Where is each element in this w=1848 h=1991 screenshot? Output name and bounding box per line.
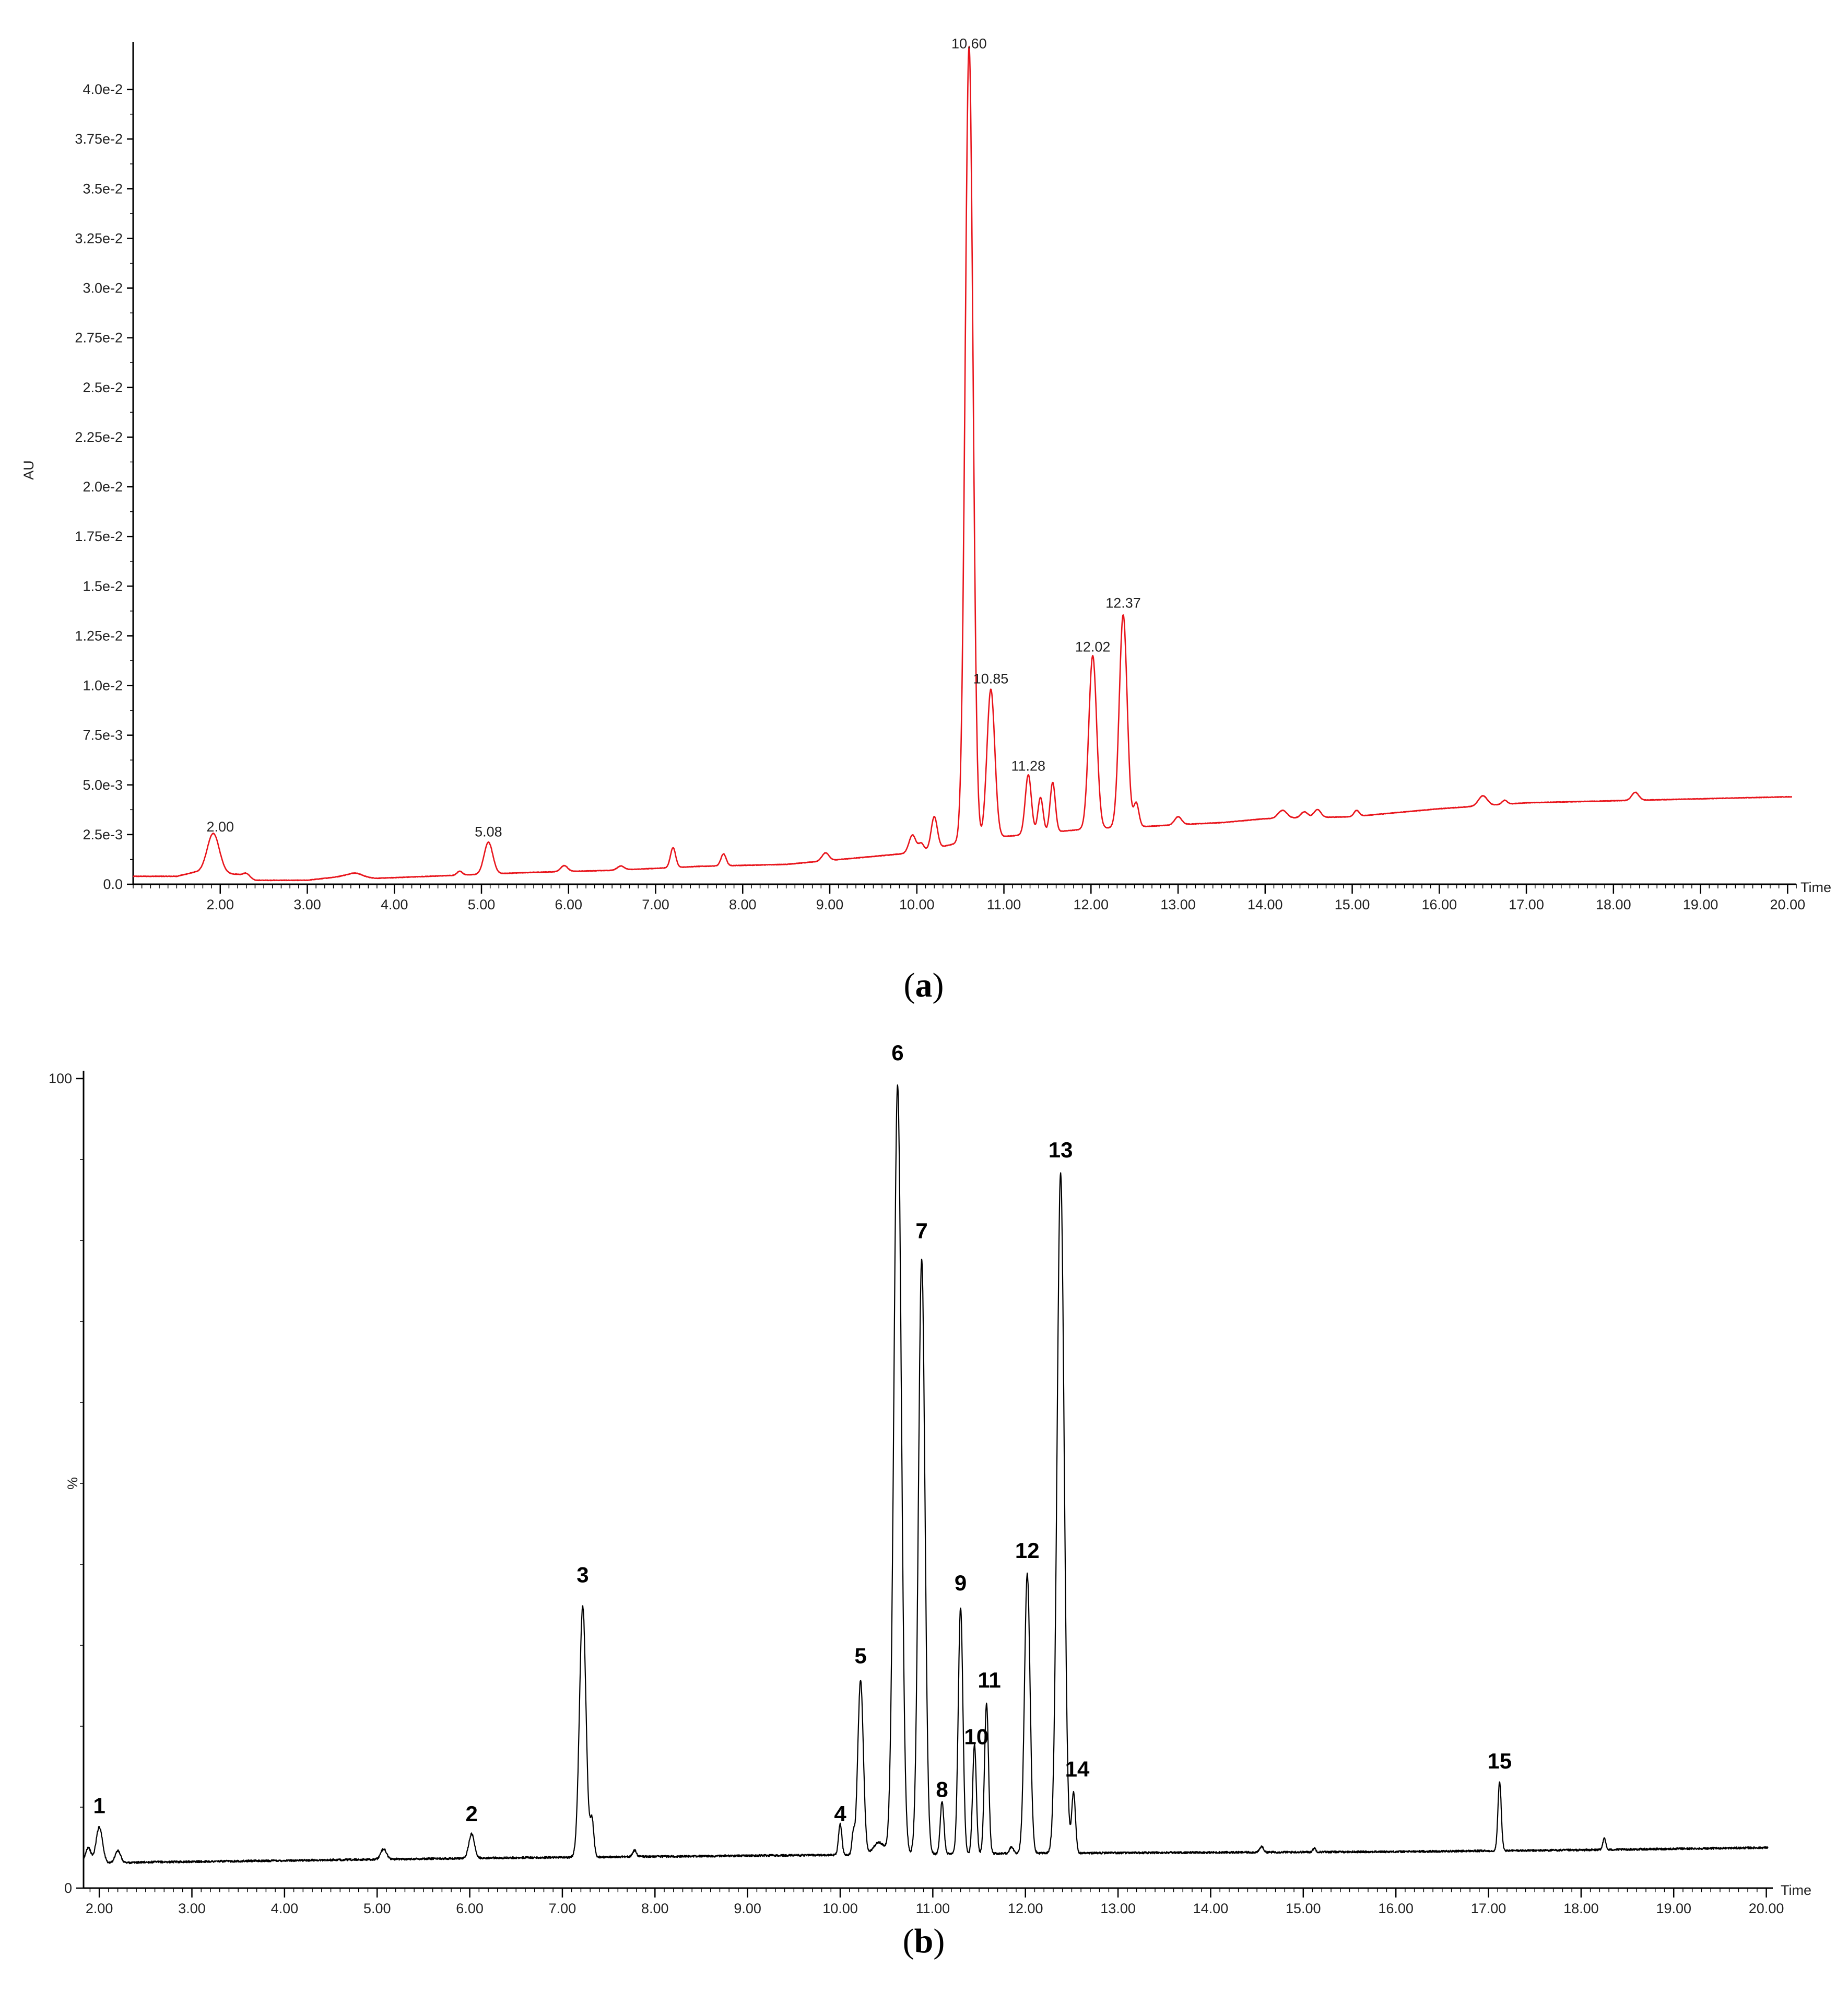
- chromatogram-trace: [133, 45, 1793, 882]
- panel-a-ticks: 2.00 3.00 4.00 5.00 6.00 7.00 8.00 9.00 10.00 11.…: [75, 42, 1805, 912]
- x-tick-label: 8.00: [729, 897, 757, 912]
- x-tick-label: 18.00: [1563, 1901, 1599, 1916]
- panel-a: 2.00 3.00 4.00 5.00 6.00 7.00 8.00 9.00 10.00 11.…: [21, 36, 1831, 1004]
- peak-label: 12: [1015, 1538, 1040, 1563]
- x-tick-label: 20.00: [1770, 897, 1806, 912]
- x-tick-label: 4.00: [271, 1901, 299, 1916]
- panel-a-caption: (a): [904, 966, 944, 1004]
- x-tick-label: 15.00: [1286, 1901, 1321, 1916]
- x-tick-label: 9.00: [816, 897, 844, 912]
- y-tick-label: 1.75e-2: [75, 529, 123, 544]
- y-tick-label: 2.0e-2: [83, 479, 123, 495]
- peak-label: 9: [955, 1571, 967, 1595]
- y-tick-label: 1.0e-2: [83, 678, 123, 694]
- y-tick-label: 4.0e-2: [83, 81, 123, 97]
- peak-label: 11: [978, 1668, 1000, 1692]
- y-tick-label: 1.25e-2: [75, 628, 123, 643]
- x-tick-label: 13.00: [1160, 897, 1196, 912]
- y-tick-label: 3.0e-2: [83, 280, 123, 296]
- x-tick-label: 17.00: [1471, 1901, 1506, 1916]
- x-tick-label: 3.00: [293, 897, 321, 912]
- y-tick-label: 5.0e-3: [83, 777, 123, 793]
- x-tick-label: 3.00: [178, 1901, 206, 1916]
- x-tick-label: 4.00: [381, 897, 408, 912]
- x-tick-label: 12.00: [1008, 1901, 1043, 1916]
- peak-label: 6: [891, 1040, 903, 1065]
- x-tick-label: 18.00: [1596, 897, 1631, 912]
- x-tick-label: 11.00: [916, 1901, 950, 1916]
- peak-label: 15: [1487, 1749, 1512, 1773]
- peak-label: 13: [1049, 1138, 1073, 1162]
- x-tick-label: 6.00: [555, 897, 582, 912]
- panel-a-trace: [133, 45, 1793, 882]
- peak-label: 10.60: [951, 36, 987, 52]
- panel-a-peak-labels: 2.00 5.08 10.60 10.85 11.28 12.02 12.37: [206, 36, 1140, 840]
- x-tick-label: 5.00: [363, 1901, 391, 1916]
- x-tick-label: 7.00: [642, 897, 669, 912]
- y-tick-label: 2.5e-2: [83, 380, 123, 395]
- y-tick-label: 0: [64, 1880, 72, 1896]
- peak-label: 5: [854, 1644, 866, 1668]
- panel-b: 2.00 3.00 4.00 5.00 6.00 7.00 8.00 9.00 10.00 11.…: [49, 1040, 1811, 1960]
- panel-a-ylabel: AU: [21, 460, 37, 480]
- peak-label: 7: [915, 1219, 927, 1243]
- peak-label: 12.37: [1105, 595, 1141, 611]
- peak-label: 10: [964, 1725, 988, 1749]
- x-tick-label: 10.00: [822, 1901, 858, 1916]
- panel-b-xlabel: Time: [1781, 1882, 1811, 1898]
- peak-label: 10.85: [973, 671, 1009, 686]
- x-tick-label: 7.00: [549, 1901, 576, 1916]
- panel-a-caption-letter: a: [915, 966, 933, 1004]
- y-tick-label: 3.25e-2: [75, 230, 123, 246]
- x-tick-label: 14.00: [1247, 897, 1283, 912]
- y-tick-label: 7.5e-3: [83, 728, 123, 743]
- chromatogram-trace: [83, 1084, 1769, 1865]
- panel-a-xlabel: Time: [1800, 880, 1831, 895]
- x-tick-label: 13.00: [1100, 1901, 1136, 1916]
- peak-label: 2: [465, 1801, 477, 1826]
- y-tick-label: 100: [49, 1071, 72, 1086]
- peak-label: 4: [834, 1801, 846, 1826]
- panel-b-trace: [83, 1084, 1769, 1865]
- peak-label: 5.08: [475, 824, 502, 839]
- x-tick-label: 19.00: [1683, 897, 1718, 912]
- x-tick-label: 15.00: [1335, 897, 1370, 912]
- x-tick-label: 2.00: [206, 897, 234, 912]
- panel-b-ticks: 2.00 3.00 4.00 5.00 6.00 7.00 8.00 9.00 10.00 11.…: [49, 1071, 1784, 1916]
- peak-label: 2.00: [206, 819, 234, 835]
- y-tick-label: 0.0: [103, 876, 123, 892]
- peak-label: 12.02: [1075, 639, 1111, 654]
- x-tick-label: 19.00: [1656, 1901, 1691, 1916]
- y-tick-label: 1.5e-2: [83, 578, 123, 594]
- x-tick-label: 20.00: [1749, 1901, 1784, 1916]
- y-tick-label: 2.5e-3: [83, 827, 123, 842]
- x-tick-label: 9.00: [734, 1901, 761, 1916]
- y-tick-label: 2.25e-2: [75, 429, 123, 445]
- x-tick-label: 14.00: [1193, 1901, 1229, 1916]
- x-tick-label: 6.00: [456, 1901, 484, 1916]
- x-tick-label: 10.00: [899, 897, 935, 912]
- x-tick-label: 2.00: [86, 1901, 113, 1916]
- y-tick-label: 3.5e-2: [83, 181, 123, 196]
- peak-label: 8: [936, 1777, 948, 1801]
- peak-label: 1: [93, 1793, 105, 1818]
- x-tick-label: 8.00: [641, 1901, 669, 1916]
- x-tick-label: 16.00: [1378, 1901, 1414, 1916]
- y-tick-label: 2.75e-2: [75, 330, 123, 346]
- peak-label: 14: [1065, 1757, 1090, 1782]
- panel-b-ylabel: %: [65, 1477, 80, 1490]
- peak-label: 3: [576, 1563, 588, 1587]
- peak-label: 11.28: [1011, 758, 1045, 774]
- y-tick-label: 3.75e-2: [75, 131, 123, 147]
- x-tick-label: 17.00: [1509, 897, 1544, 912]
- x-tick-label: 16.00: [1422, 897, 1457, 912]
- panel-b-caption: (b): [903, 1922, 945, 1960]
- x-tick-label: 5.00: [468, 897, 496, 912]
- panel-b-caption-letter: b: [914, 1922, 934, 1960]
- x-tick-label: 11.00: [987, 897, 1021, 912]
- x-tick-label: 12.00: [1074, 897, 1109, 912]
